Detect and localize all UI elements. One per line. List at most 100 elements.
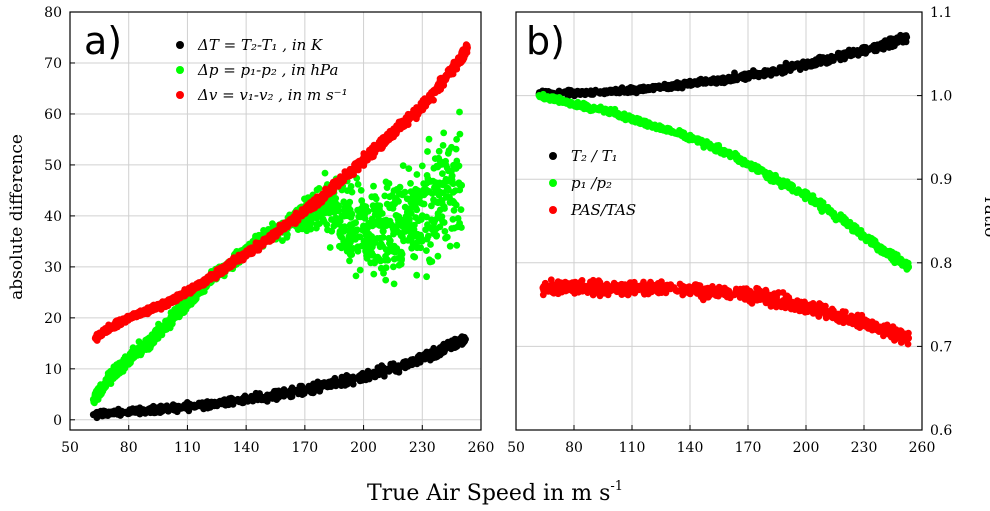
legend-marker: [176, 66, 184, 74]
data-point: [247, 250, 254, 257]
data-point: [287, 386, 295, 394]
data-point: [737, 158, 745, 166]
data-point: [582, 89, 590, 97]
data-point: [781, 181, 789, 189]
data-point: [326, 244, 334, 251]
data-point: [376, 243, 384, 251]
legend-marker: [176, 41, 184, 49]
data-point: [131, 407, 138, 415]
data-point: [436, 158, 444, 165]
data-point: [399, 118, 407, 126]
data-point: [225, 401, 233, 409]
data-point: [275, 387, 283, 395]
data-point: [283, 233, 291, 241]
data-point: [390, 242, 398, 250]
data-point: [448, 225, 456, 232]
data-point: [448, 143, 455, 151]
data-point: [389, 205, 397, 212]
data-point: [370, 153, 377, 161]
data-point: [390, 263, 397, 271]
data-point: [431, 347, 438, 355]
legend-marker: [176, 91, 184, 99]
data-point: [424, 232, 432, 240]
y-tick-label: 1.0: [930, 89, 952, 105]
data-point: [390, 229, 398, 236]
data-point: [611, 111, 619, 118]
x-tick-label: 260: [468, 440, 495, 456]
x-tick-label: 140: [233, 440, 260, 456]
data-point: [441, 228, 449, 235]
data-point: [372, 220, 379, 228]
y-tick-label: 0.6: [930, 423, 952, 439]
data-point: [435, 147, 443, 155]
y-tick-label: 0.8: [930, 256, 952, 272]
data-point: [440, 79, 447, 87]
data-point: [370, 182, 377, 190]
data-point: [419, 200, 427, 208]
data-point: [352, 219, 359, 227]
data-point: [340, 238, 348, 246]
data-point: [767, 72, 775, 79]
plot-frame: [69, 11, 482, 431]
data-point: [337, 382, 345, 389]
y-tick-label: 0: [53, 413, 62, 429]
data-point: [440, 219, 448, 226]
data-point: [448, 167, 455, 175]
data-point: [354, 181, 362, 188]
data-point: [335, 207, 343, 215]
data-point: [809, 194, 817, 202]
data-point: [145, 346, 153, 353]
data-point: [448, 173, 456, 180]
y-tick-label: 30: [44, 260, 62, 276]
data-point: [422, 189, 430, 196]
data-point: [439, 170, 446, 178]
data-point: [334, 180, 342, 187]
data-point: [327, 202, 335, 210]
y-tick-label: 0.9: [930, 172, 952, 188]
data-point: [451, 341, 459, 348]
y-tick-label: 1.1: [930, 5, 952, 21]
data-point: [343, 212, 350, 219]
data-point: [370, 206, 378, 213]
data-point: [116, 363, 124, 371]
data-point: [382, 246, 390, 254]
data-point: [430, 164, 438, 172]
y-tick-label: 0.7: [930, 339, 952, 355]
data-point: [292, 220, 299, 228]
data-point: [93, 334, 101, 342]
data-point: [187, 285, 195, 292]
data-point: [386, 127, 394, 135]
data-point: [248, 392, 255, 400]
data-point: [375, 212, 382, 220]
data-point: [449, 216, 457, 223]
data-point: [401, 188, 409, 196]
data-point: [333, 219, 340, 226]
data-point: [131, 350, 139, 358]
data-point: [743, 72, 751, 79]
data-point: [743, 161, 750, 169]
data-point: [456, 108, 463, 116]
data-point: [440, 203, 448, 211]
data-point: [389, 363, 397, 371]
data-point: [434, 252, 442, 260]
data-point: [418, 162, 426, 170]
legend-label: Δv = v₁-v₂ , in m s⁻¹: [197, 86, 348, 104]
data-point: [325, 209, 333, 217]
data-point: [674, 81, 682, 89]
data-point: [456, 130, 464, 138]
x-tick-label: 170: [735, 440, 762, 456]
data-point: [382, 264, 390, 272]
data-point: [342, 244, 350, 252]
data-point: [218, 400, 225, 408]
data-point: [441, 178, 449, 186]
data-point: [797, 64, 805, 72]
data-point: [626, 113, 633, 120]
x-tick-label: 80: [120, 440, 138, 456]
data-point: [648, 85, 656, 93]
data-point: [680, 129, 688, 137]
data-point: [255, 246, 263, 254]
data-point: [725, 149, 733, 157]
data-point: [398, 255, 405, 263]
